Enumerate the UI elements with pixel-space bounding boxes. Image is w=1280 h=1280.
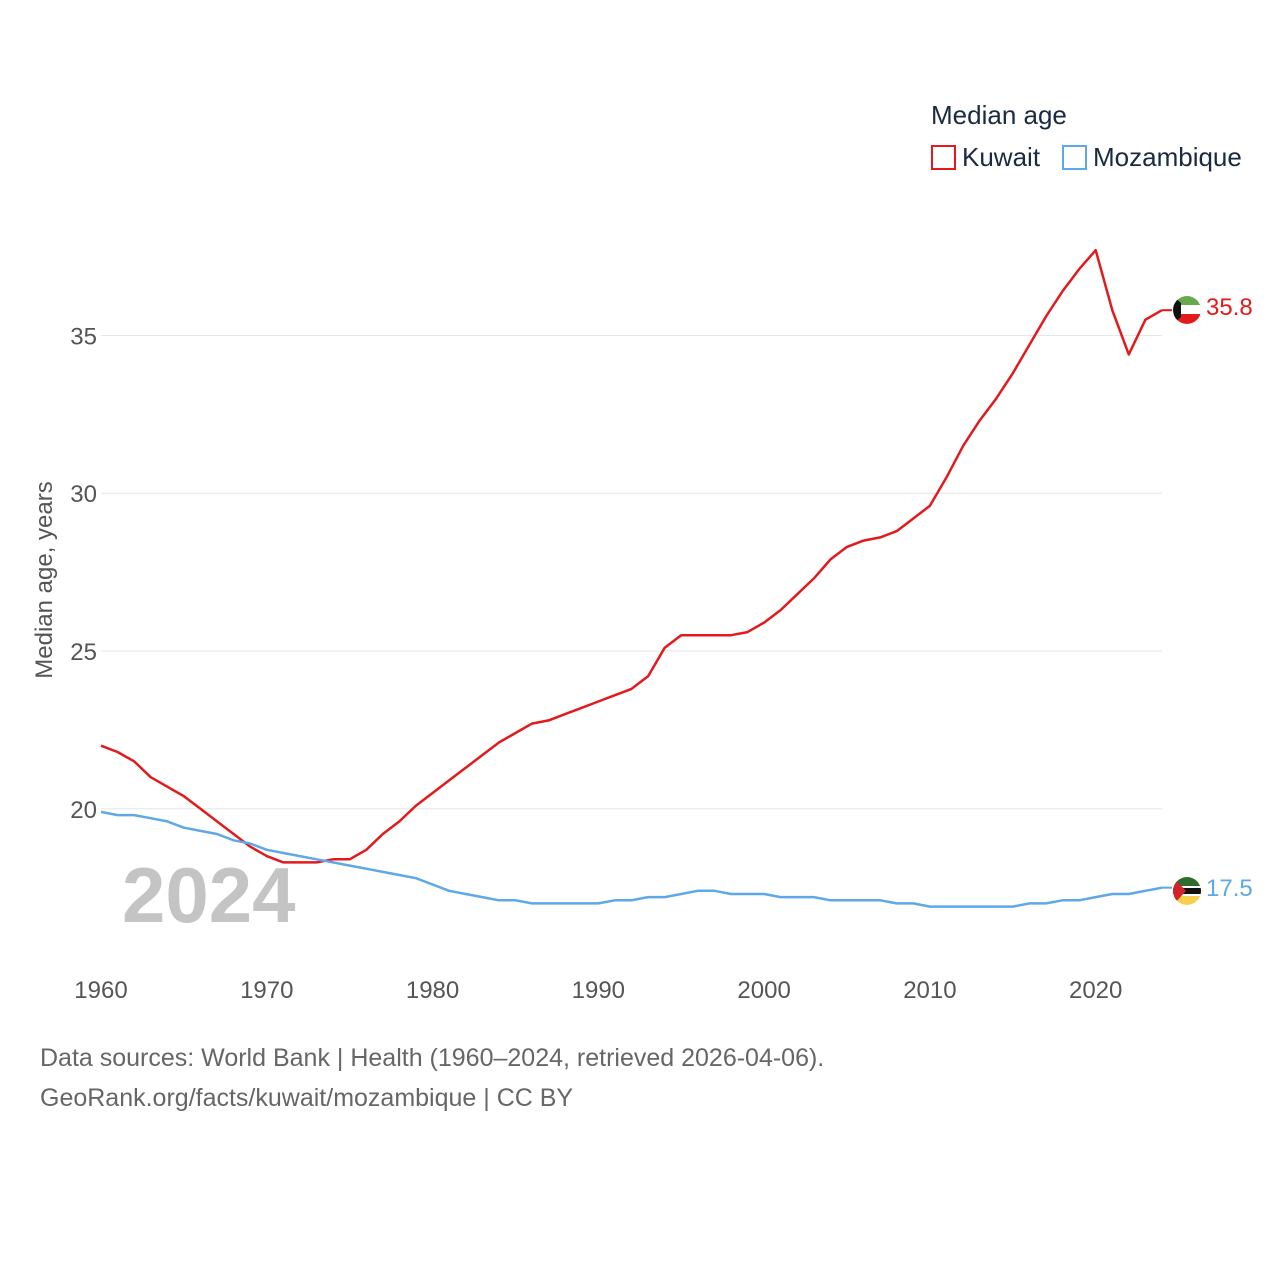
y-tick-30: 30 [70, 481, 97, 508]
x-tick-2020: 2020 [1069, 977, 1122, 1004]
legend-label-kuwait: Kuwait [962, 142, 1041, 172]
x-tick-2010: 2010 [903, 977, 956, 1004]
end-label-kuwait: 35.8 [1206, 294, 1253, 321]
x-axis-ticks: 1960 1970 1980 1990 2000 2010 2020 [74, 977, 1122, 1004]
mozambique-flag-icon [1173, 877, 1201, 905]
legend-swatch-mozambique [1062, 145, 1087, 170]
y-axis-ticks: 20 25 30 35 [70, 323, 97, 823]
y-tick-35: 35 [70, 323, 97, 350]
x-tick-1980: 1980 [406, 977, 459, 1004]
x-tick-1970: 1970 [240, 977, 293, 1004]
legend-swatch-kuwait [931, 145, 956, 170]
legend-title: Median age [931, 100, 1067, 130]
y-axis-label: Median age, years [31, 481, 58, 678]
footer-attribution[interactable]: GeoRank.org/facts/kuwait/mozambique | CC… [40, 1084, 574, 1112]
y-tick-25: 25 [70, 639, 97, 666]
gridlines [101, 334, 1162, 810]
end-label-mozambique: 17.5 [1206, 875, 1253, 902]
series-line-mozambique [100, 810, 1163, 908]
series-lines [100, 248, 1172, 908]
footer-sources: Data sources: World Bank | Health (1960–… [40, 1044, 825, 1072]
kuwait-flag-icon [1173, 296, 1201, 324]
x-tick-1990: 1990 [572, 977, 625, 1004]
year-watermark: 2024 [122, 851, 296, 939]
legend-item-mozambique[interactable]: Mozambique [1062, 142, 1242, 172]
y-tick-20: 20 [70, 797, 97, 824]
series-line-kuwait [100, 248, 1163, 864]
legend-label-mozambique: Mozambique [1093, 142, 1242, 172]
legend-item-kuwait[interactable]: Kuwait [931, 142, 1041, 172]
x-tick-2000: 2000 [737, 977, 790, 1004]
legend: Median age Kuwait Mozambique [931, 100, 1242, 172]
x-tick-1960: 1960 [74, 977, 127, 1004]
